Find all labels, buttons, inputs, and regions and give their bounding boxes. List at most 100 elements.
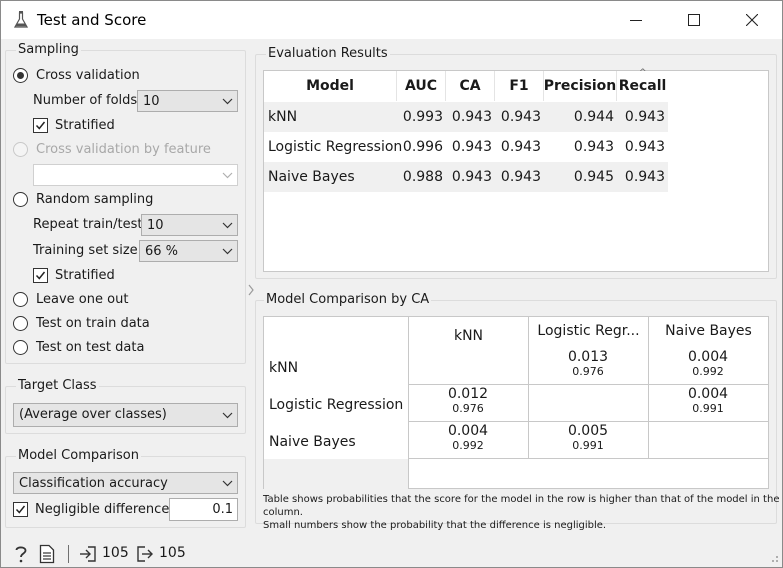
comparison-cell: 0.004 0.992 [408,423,528,452]
test-on-train-radio[interactable] [13,316,28,331]
chevron-down-icon [222,412,233,419]
cell-recall: 0.943 [624,139,665,155]
train-size-value: 66 % [145,244,179,259]
stratified-checkbox[interactable] [33,118,48,133]
folds-label: Number of folds: [33,93,142,108]
cv-feature-combo[interactable] [33,164,238,186]
comparison-note: Table shows probabilities that the score… [263,493,782,532]
table-row[interactable]: Naive Bayes 0.988 0.943 0.943 0.945 0.94… [264,162,668,192]
maximize-icon [688,14,700,26]
stratified-label: Stratified [55,118,115,133]
row-header[interactable]: kNN [269,359,299,376]
input-count: 105 [102,545,129,561]
repeat-combo[interactable]: 10 [141,214,238,236]
resize-grip-icon[interactable] [769,553,779,563]
col-header-recall[interactable]: Recall ^ [617,68,668,101]
col-header-precision[interactable]: Precision [544,71,617,101]
target-class-group [5,386,246,434]
col-header-text: kNN [453,327,484,344]
negligible-checkbox[interactable] [13,502,28,517]
cell-recall: 0.943 [624,109,665,125]
cell-model: Naive Bayes [268,169,355,185]
maximize-button[interactable] [665,1,723,39]
cv-by-feature-radio[interactable] [13,142,28,157]
row-header[interactable]: Naive Bayes [269,433,356,450]
grid-line [408,317,409,489]
cross-validation-label: Cross validation [36,68,140,83]
comparison-note-line2: Small numbers show the probability that … [263,520,607,531]
close-button[interactable] [723,1,781,39]
grid-line [408,384,768,385]
checkmark-icon [15,505,26,514]
leave-one-out-radio[interactable] [13,292,28,307]
col-header-f1-text: F1 [509,78,529,94]
cell-auc: 0.996 [402,139,443,155]
train-size-label: Training set size: [33,243,143,258]
comparison-cell: 0.004 0.992 [648,349,768,378]
checkmark-icon [35,271,46,280]
evaluation-header: Model AUC CA F1 Precision Recall ^ [264,68,668,101]
cell-model: kNN [268,109,298,125]
chevron-down-icon [222,172,233,179]
col-header[interactable]: kNN [408,317,528,354]
row-header[interactable]: Logistic Regression [269,396,404,413]
target-class-combo[interactable]: (Average over classes) [13,403,238,427]
cross-validation-radio[interactable] [13,68,28,83]
cell-recall: 0.943 [624,169,665,185]
folds-combo[interactable]: 10 [137,90,238,112]
test-on-test-radio[interactable] [13,340,28,355]
chevron-down-icon [222,248,233,255]
leave-one-out-label: Leave one out [36,292,129,307]
cell-model: Logistic Regression [268,139,403,155]
col-header[interactable]: Logistic Regr... [528,317,648,345]
chevron-right-icon[interactable] [247,284,255,296]
negligible-spinbox[interactable]: 0.1 [169,498,238,521]
report-icon[interactable] [39,544,55,564]
col-header-auc[interactable]: AUC [397,71,446,101]
repeat-label: Repeat train/test: [33,217,147,232]
cell-negligible: 0.976 [452,402,484,415]
model-comparison-title: Model Comparison [16,448,141,463]
col-header[interactable]: Naive Bayes [648,317,768,345]
row-header-filler [264,459,408,489]
col-header-ca[interactable]: CA [446,71,495,101]
comparison-title: Model Comparison by CA [264,292,432,307]
folds-value: 10 [143,94,160,109]
evaluation-table[interactable]: Model AUC CA F1 Precision Recall ^ kNN 0… [263,68,769,272]
comparison-cell: 0.004 0.991 [648,386,768,415]
stratified2-label: Stratified [55,268,115,283]
test-on-train-label: Test on train data [36,316,150,331]
random-sampling-radio[interactable] [13,192,28,207]
cell-probability: 0.004 [687,386,729,402]
col-header-model[interactable]: Model [264,71,397,101]
col-header-text: Naive Bayes [665,323,752,339]
comparison-note-line1: Table shows probabilities that the score… [263,494,780,518]
checkmark-icon [35,121,46,130]
target-class-value: (Average over classes) [19,407,167,422]
flask-icon [14,11,28,28]
status-bar: 105 105 [1,541,782,567]
grid-line [648,317,649,459]
cell-auc: 0.988 [402,169,443,185]
random-sampling-label: Random sampling [36,192,154,207]
help-icon[interactable] [13,544,29,564]
score-combo[interactable]: Classification accuracy [13,472,238,494]
col-header-f1[interactable]: F1 [495,71,544,101]
cell-f1: 0.943 [500,109,541,125]
table-row[interactable]: Logistic Regression 0.996 0.943 0.943 0.… [264,132,668,162]
close-icon [746,14,758,26]
cell-precision: 0.943 [573,139,614,155]
col-header-precision-text: Precision [543,78,617,94]
sort-indicator-icon: ^ [639,68,647,78]
table-row[interactable]: kNN 0.993 0.943 0.943 0.944 0.943 [264,102,668,132]
negligible-label: Negligible difference: [35,502,174,517]
grid-line [408,421,768,422]
minimize-button[interactable] [607,1,665,39]
comparison-table[interactable]: kNN Logistic Regr... Naive Bayes kNN Log… [263,316,769,489]
stratified2-checkbox[interactable] [33,268,48,283]
cell-negligible: 0.976 [572,365,604,378]
grid-line [408,458,768,459]
train-size-combo[interactable]: 66 % [139,240,238,262]
cell-probability: 0.005 [567,423,609,439]
cell-f1: 0.943 [500,139,541,155]
